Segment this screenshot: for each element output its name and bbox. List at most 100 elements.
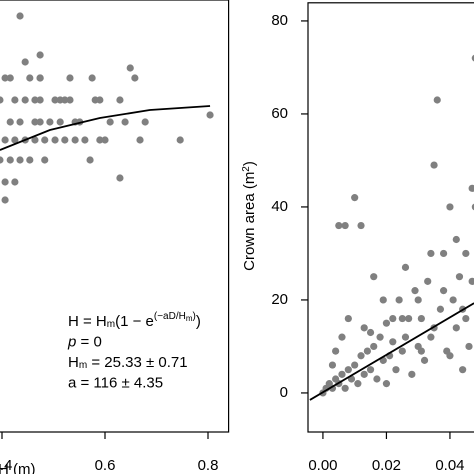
x-tick-label: 0.6 [95, 457, 116, 474]
point [427, 333, 435, 341]
point [21, 96, 29, 104]
point [424, 277, 432, 285]
point [131, 74, 139, 82]
point [430, 161, 438, 169]
point [36, 74, 44, 82]
point [86, 156, 94, 164]
point [465, 342, 473, 351]
annotation: Hm = 25.33 ± 0.71 [68, 354, 188, 371]
point [61, 136, 69, 144]
point [36, 96, 44, 104]
point [471, 203, 474, 211]
point [401, 263, 410, 271]
y-tick-label: 0 [280, 384, 288, 401]
point [56, 96, 64, 104]
annotation-part: ) [193, 311, 196, 322]
point [328, 361, 337, 369]
point [141, 118, 149, 126]
annotation-part: (−aD/H [154, 311, 186, 322]
point [462, 314, 470, 323]
point [360, 324, 368, 332]
point [0, 96, 4, 104]
point [357, 221, 365, 230]
point [433, 96, 441, 104]
y-tick-label: 80 [271, 12, 288, 29]
annotation-part: = 25.33 ± 0.71 [87, 354, 187, 371]
annotation: p = 0 [67, 333, 102, 350]
point [382, 380, 391, 388]
point [176, 136, 184, 144]
fit-line [309, 302, 474, 401]
point [16, 12, 24, 20]
point [427, 249, 435, 258]
point [96, 96, 104, 104]
x-tick-label: 0.02 [372, 457, 401, 474]
point [411, 287, 419, 295]
point [126, 64, 134, 72]
annotation-part: p [67, 333, 76, 350]
point [41, 156, 49, 164]
point [344, 314, 352, 323]
point [31, 136, 39, 144]
point [354, 380, 362, 388]
point [471, 54, 474, 62]
annotation-part: m [107, 319, 115, 330]
point [420, 356, 429, 364]
point [408, 370, 416, 378]
point [370, 342, 378, 351]
point [351, 361, 359, 369]
point [206, 111, 214, 119]
point [459, 366, 467, 374]
y-axis-label-part: Crown area (m [241, 172, 258, 271]
point [468, 277, 474, 285]
point [96, 136, 104, 144]
point [392, 366, 400, 374]
point [51, 96, 59, 104]
point [51, 136, 59, 144]
point [446, 203, 454, 211]
point [26, 74, 34, 82]
point [449, 296, 457, 304]
point [16, 156, 24, 164]
point [1, 178, 9, 186]
x-tick-label: 0.04 [435, 457, 464, 474]
point [452, 324, 460, 332]
point [344, 366, 352, 374]
point [379, 296, 387, 304]
point [31, 96, 39, 104]
point [106, 118, 114, 126]
annotation-part: = 0 [76, 333, 101, 350]
annotation-part: m [186, 314, 193, 323]
point [335, 221, 343, 230]
point [398, 314, 406, 323]
point [417, 314, 425, 323]
annotation-part: H = H [68, 313, 107, 330]
point [56, 118, 64, 126]
point [0, 156, 4, 164]
point [455, 273, 464, 281]
point [66, 74, 74, 82]
plot-frame [307, 2, 474, 433]
x-tick-label: 0.4 [0, 457, 12, 474]
point [351, 194, 359, 202]
point [395, 296, 403, 304]
point [452, 235, 460, 244]
point [66, 96, 74, 104]
point [414, 296, 422, 304]
point [6, 74, 14, 82]
point [446, 352, 454, 360]
point [338, 333, 346, 341]
point [338, 370, 346, 378]
point [11, 136, 19, 144]
x-tick-label: 0.8 [198, 457, 219, 474]
point [121, 118, 129, 126]
point [401, 333, 410, 341]
point [373, 375, 381, 383]
point [6, 156, 14, 164]
point [439, 287, 448, 295]
point [341, 221, 349, 230]
plot-frame [0, 0, 230, 433]
annotation-part: ) [196, 313, 201, 330]
point [366, 366, 375, 374]
point [26, 156, 34, 164]
